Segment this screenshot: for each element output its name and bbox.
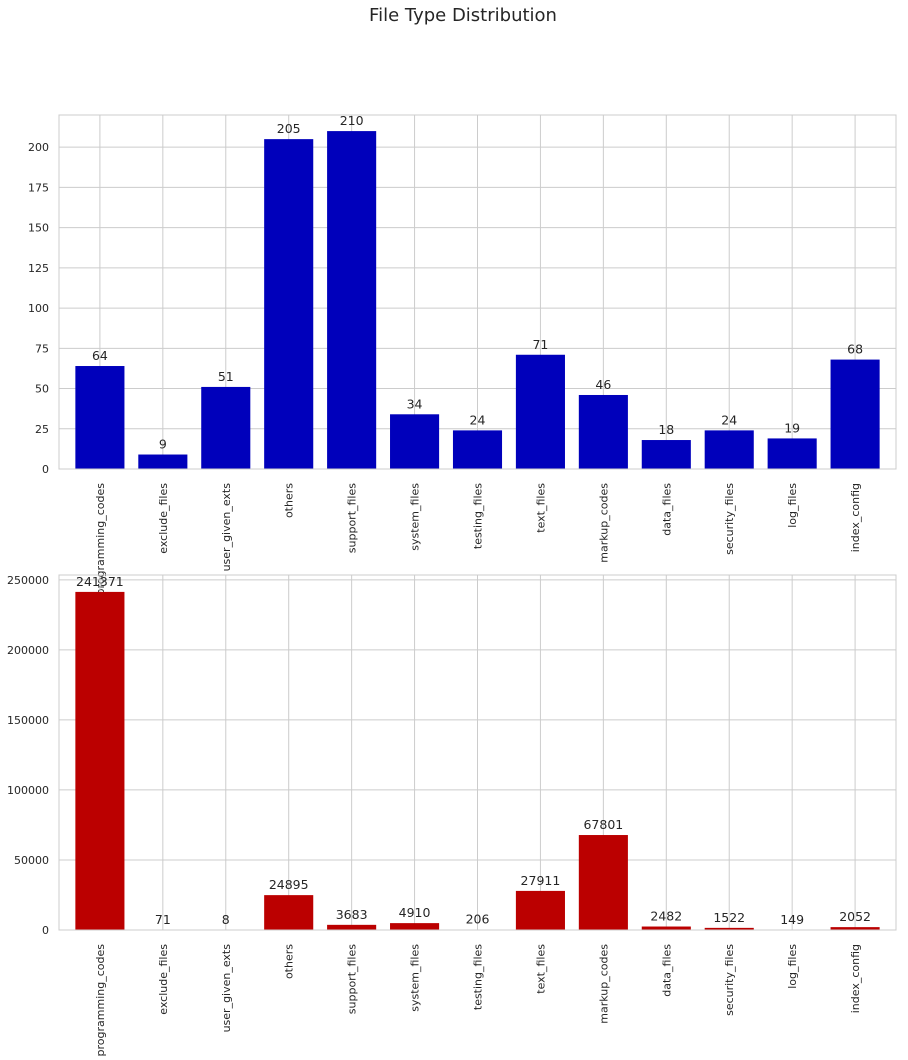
data-label-data_files: 2482: [650, 909, 682, 924]
data-label-system_files: 4910: [399, 905, 431, 920]
y-tick-label: 175: [28, 181, 49, 194]
data-label-others: 24895: [269, 877, 309, 892]
y-tick-label: 200000: [7, 644, 49, 657]
x-tick-label-programming_codes: programming_codes: [94, 944, 107, 1057]
x-tick-label-user_given_exts: user_given_exts: [220, 483, 233, 572]
bar-testing_files: [452, 430, 503, 469]
x-tick-label-others: others: [283, 483, 296, 518]
data-label-testing_files: 24: [470, 412, 486, 427]
bar-security_files: [704, 430, 754, 469]
bar-security_files: [704, 927, 754, 930]
x-tick-label-index_config: index_config: [849, 944, 862, 1013]
bar-log_files: [767, 438, 817, 469]
x-tick-label-support_files: support_files: [346, 483, 359, 553]
y-tick-label: 100000: [7, 784, 49, 797]
data-label-text_files: 71: [532, 337, 548, 352]
data-label-markup_codes: 46: [595, 377, 611, 392]
x-tick-label-security_files: security_files: [723, 483, 736, 555]
data-label-security_files: 24: [721, 412, 737, 427]
data-label-text_files: 27911: [521, 873, 561, 888]
data-label-log_files: 19: [784, 420, 800, 435]
data-label-testing_files: 206: [466, 912, 490, 927]
y-tick-label: 25: [35, 423, 49, 436]
data-label-system_files: 34: [407, 396, 423, 411]
axes-frame: [58, 114, 897, 470]
bar-user_given_exts: [201, 386, 251, 469]
x-tick-label-system_files: system_files: [409, 483, 422, 551]
x-tick-label-index_config: index_config: [849, 483, 862, 552]
y-tick-label: 50: [35, 383, 49, 396]
data-label-user_given_exts: 51: [218, 369, 234, 384]
bar-text_files: [515, 890, 565, 930]
bar-index_config: [830, 927, 880, 930]
x-tick-label-data_files: data_files: [660, 944, 673, 997]
data-label-index_config: 2052: [839, 909, 871, 924]
y-tick-label: 150000: [7, 714, 49, 727]
x-tick-label-markup_codes: markup_codes: [597, 944, 610, 1024]
bar-programming_codes: [75, 591, 125, 930]
bar-others: [264, 139, 314, 470]
x-tick-label-security_files: security_files: [723, 944, 736, 1016]
y-tick-label: 50000: [14, 854, 49, 867]
y-tick-label: 0: [42, 463, 49, 476]
x-tick-label-programming_codes: programming_codes: [94, 483, 107, 596]
bar-exclude_files: [138, 454, 188, 469]
data-label-others: 205: [277, 121, 301, 136]
x-tick-label-exclude_files: exclude_files: [157, 483, 170, 554]
x-tick-label-log_files: log_files: [786, 483, 799, 528]
x-tick-label-testing_files: testing_files: [472, 483, 485, 549]
bar-markup_codes: [578, 835, 628, 930]
y-tick-label: 150: [28, 222, 49, 235]
y-tick-label: 100: [28, 302, 49, 315]
y-tick-label: 0: [42, 924, 49, 937]
x-tick-label-text_files: text_files: [534, 483, 547, 533]
axes-frame: [58, 574, 897, 931]
x-tick-label-user_given_exts: user_given_exts: [220, 944, 233, 1033]
x-tick-label-markup_codes: markup_codes: [597, 483, 610, 563]
bar-markup_codes: [578, 394, 628, 469]
data-label-markup_codes: 67801: [583, 817, 623, 832]
bar-support_files: [327, 924, 377, 930]
bar-system_files: [390, 414, 440, 469]
x-tick-label-exclude_files: exclude_files: [157, 944, 170, 1015]
figure-title: File Type Distribution: [369, 5, 557, 26]
bar-support_files: [327, 131, 377, 469]
bar-programming_codes: [75, 366, 125, 469]
x-tick-label-testing_files: testing_files: [472, 944, 485, 1010]
x-tick-label-system_files: system_files: [409, 944, 422, 1012]
bar-index_config: [830, 359, 880, 469]
x-tick-label-data_files: data_files: [660, 483, 673, 536]
bar-data_files: [641, 440, 691, 469]
y-tick-label: 125: [28, 262, 49, 275]
x-tick-label-others: others: [283, 944, 296, 979]
chart-bar-file-counts: 0 25 50 75 100 125 150 175 200 64 programming_code…: [28, 113, 897, 596]
y-tick-label: 200: [28, 141, 49, 154]
data-label-exclude_files: 71: [155, 912, 171, 927]
data-label-user_given_exts: 8: [222, 912, 230, 927]
y-tick-label: 250000: [7, 574, 49, 587]
data-label-programming_codes: 64: [92, 348, 108, 363]
x-tick-label-log_files: log_files: [786, 944, 799, 989]
bar-data_files: [641, 926, 691, 930]
bar-system_files: [390, 923, 440, 930]
data-label-security_files: 1522: [713, 910, 745, 925]
data-label-programming_codes: 241371: [76, 574, 124, 589]
x-tick-label-text_files: text_files: [534, 944, 547, 994]
data-label-support_files: 3683: [336, 907, 368, 922]
data-label-index_config: 68: [847, 342, 863, 357]
data-label-exclude_files: 9: [159, 437, 167, 452]
x-tick-label-support_files: support_files: [346, 944, 359, 1014]
y-tick-label: 75: [35, 342, 49, 355]
data-label-data_files: 18: [658, 422, 674, 437]
chart-bar-file-sizes: 0 50000 100000 150000 200000 250000 241371 prog…: [7, 574, 897, 1057]
bar-others: [264, 895, 314, 930]
data-label-log_files: 149: [780, 912, 804, 927]
data-label-support_files: 210: [340, 113, 364, 128]
bar-text_files: [515, 354, 565, 469]
